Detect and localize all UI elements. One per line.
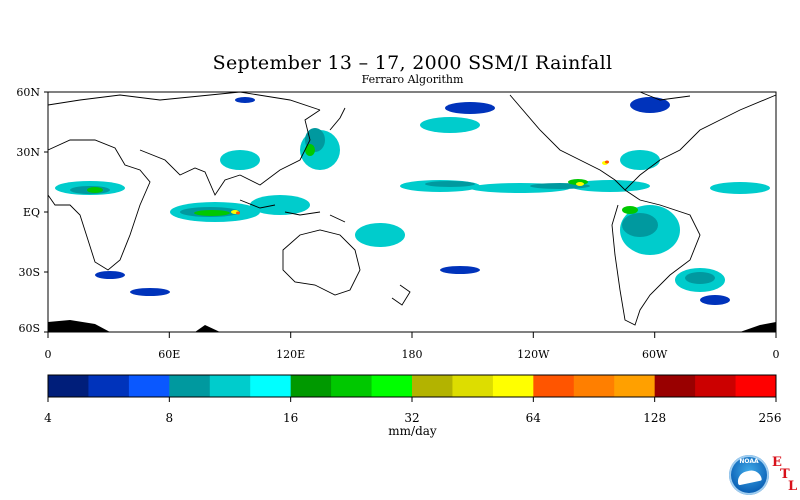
colorbar-tick-label: 128: [643, 411, 666, 425]
lat-label: 60S: [18, 322, 40, 335]
colorbar-swatch: [331, 375, 373, 397]
etl-letter-e: E: [772, 455, 782, 470]
colorbar-swatch: [614, 375, 656, 397]
antarctica: [48, 320, 776, 332]
colorbar-swatch: [695, 375, 737, 397]
colorbar-tick-label: 4: [44, 411, 52, 425]
noaa-logo: NOAA: [729, 455, 769, 495]
lon-label: 0: [45, 348, 52, 361]
lat-axis: 60N 30N EQ 30S 60S: [16, 86, 48, 335]
lon-label: 60W: [642, 348, 668, 361]
rainfall-field: [55, 97, 770, 305]
colorbar-tick-label: 256: [759, 411, 782, 425]
lat-label: 30N: [16, 146, 40, 159]
lon-label: 60E: [158, 348, 180, 361]
etl-letter-t: T: [780, 467, 790, 482]
colorbar-swatch: [735, 375, 777, 397]
lon-label: 180: [402, 348, 423, 361]
colorbar-swatch: [492, 375, 534, 397]
coastlines: [47, 91, 777, 326]
lat-label: 60N: [16, 86, 40, 99]
colorbar: [47, 374, 777, 402]
colorbar-labels: 4 8 16 32 64 128 256: [44, 411, 781, 425]
noaa-logo-text: NOAA: [739, 458, 759, 465]
colorbar-swatch: [654, 375, 696, 397]
colorbar-swatch: [533, 375, 575, 397]
colorbar-swatch: [250, 375, 292, 397]
lon-label: 120W: [517, 348, 550, 361]
etl-letter-l: L: [788, 479, 798, 494]
map-title: September 13 – 17, 2000 SSM/I Rainfall: [212, 52, 613, 74]
colorbar-units: mm/day: [388, 424, 437, 438]
noaa-bird-icon: [736, 468, 762, 486]
colorbar-tick-label: 64: [526, 411, 542, 425]
colorbar-swatch: [169, 375, 211, 397]
colorbar-swatch: [209, 375, 251, 397]
map-subtitle: Ferraro Algorithm: [361, 73, 464, 86]
colorbar-swatch: [452, 375, 494, 397]
colorbar-swatch: [290, 375, 332, 397]
colorbar-tick-label: 32: [404, 411, 419, 425]
colorbar-swatch: [412, 375, 453, 397]
lon-label: 120E: [276, 348, 305, 361]
map-panel: [47, 91, 777, 333]
lat-label: 30S: [18, 266, 40, 279]
colorbar-tick-label: 16: [283, 411, 298, 425]
colorbar-swatch: [48, 375, 89, 397]
lon-axis: 0 60E 120E 180 120W 60W 0: [45, 332, 780, 361]
colorbar-swatch: [88, 375, 130, 397]
colorbar-swatch: [573, 375, 615, 397]
colorbar-tick-label: 8: [165, 411, 173, 425]
lat-label: EQ: [23, 206, 40, 219]
lon-label: 0: [773, 348, 780, 361]
colorbar-swatch: [128, 375, 170, 397]
colorbar-swatch: [371, 375, 413, 397]
